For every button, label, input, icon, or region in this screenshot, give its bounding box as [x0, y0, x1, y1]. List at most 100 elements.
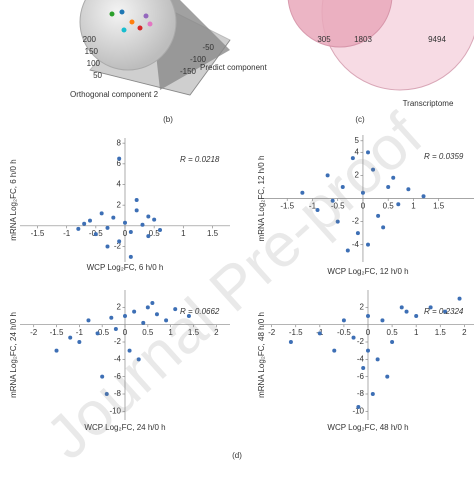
y-tick-label: -4 — [352, 240, 360, 249]
pca-dot — [109, 11, 115, 17]
point — [317, 331, 322, 336]
pca-axis — [189, 39, 231, 96]
point — [141, 320, 146, 325]
panel-label: (b) — [163, 115, 173, 124]
point — [404, 309, 409, 314]
x-axis-label: WCP Log₂FC, 6 h/0 h — [87, 263, 164, 272]
y-tick-label: 5 — [354, 136, 359, 145]
pca-tick-label: 200 — [83, 35, 97, 44]
point — [145, 305, 150, 310]
pca-dot — [147, 21, 153, 27]
x-tick-label: 0 — [361, 202, 366, 211]
point — [376, 213, 381, 218]
point — [315, 208, 320, 213]
point — [93, 232, 98, 237]
x-tick-label: -2 — [30, 328, 38, 337]
annotation: R = 0.0218 — [180, 155, 220, 164]
y-axis-label: mRNA Log₂FC, 6 h/0 h — [9, 159, 18, 240]
point — [386, 184, 391, 189]
point — [381, 225, 386, 230]
point — [105, 244, 110, 249]
point — [355, 231, 360, 236]
point — [113, 327, 118, 331]
pca-dot — [129, 19, 135, 25]
y-axis-label: mRNA Log₂FC, 24 h/0 h — [9, 312, 18, 398]
pca-dot — [121, 27, 127, 33]
x-tick-label: 0 — [123, 328, 128, 337]
point — [380, 318, 385, 323]
point — [134, 198, 139, 202]
x-axis-label: WCP Log₂FC, 48 h/0 h — [327, 423, 408, 432]
point — [325, 173, 330, 178]
y-tick-label: 2 — [354, 171, 359, 180]
point — [345, 248, 350, 253]
x-tick-label: -1.5 — [50, 328, 64, 337]
x-tick-label: 2 — [462, 328, 467, 337]
venn-count: 305 — [317, 35, 331, 44]
panel-label: (c) — [355, 115, 365, 124]
point — [457, 296, 462, 301]
point — [146, 234, 151, 239]
y-tick-label: -10 — [352, 406, 364, 415]
point — [335, 219, 340, 224]
x-tick-label: 0.5 — [383, 202, 395, 211]
point — [68, 335, 73, 340]
point — [300, 190, 305, 195]
point — [428, 305, 433, 310]
x-tick-label: -1 — [63, 229, 71, 238]
point — [356, 405, 361, 409]
point — [341, 318, 346, 323]
x-tick-label: 1.5 — [433, 202, 445, 211]
y-tick-label: 4 — [117, 180, 122, 189]
point — [370, 392, 375, 396]
annotation: R = 0.0662 — [180, 307, 220, 316]
x-tick-label: -0.5 — [331, 202, 345, 211]
x-tick-label: -2 — [268, 328, 276, 337]
point — [443, 309, 448, 314]
y-tick-label: -2 — [357, 337, 365, 346]
point — [421, 194, 426, 199]
annotation: R = 0.0359 — [424, 152, 464, 161]
x-axis-label: WCP Log₂FC, 12 h/0 h — [327, 267, 408, 276]
point — [150, 301, 155, 305]
point — [158, 227, 162, 232]
pca-3d: Orthogonal component 2 Predict component — [70, 0, 267, 99]
y-axis-label: mRNA Log₂FC, 48 h/0 h — [257, 312, 266, 398]
point — [366, 348, 370, 353]
x-axis-label: WCP Log₂FC, 24 h/0 h — [84, 423, 165, 432]
x-tick-label: -1.5 — [289, 328, 303, 337]
y-tick-label: -10 — [109, 406, 121, 415]
x-tick-label: 0 — [123, 229, 128, 238]
point — [375, 357, 380, 362]
point — [186, 314, 191, 318]
y-tick-label: 2 — [117, 200, 122, 209]
x-tick-label: 1.5 — [435, 328, 447, 337]
point — [128, 254, 133, 259]
y-tick-label: -2 — [114, 242, 122, 251]
point — [128, 230, 133, 235]
y-tick-label: -2 — [352, 217, 360, 226]
point — [82, 221, 87, 226]
y-tick-label: -4 — [357, 354, 365, 363]
point — [117, 156, 122, 161]
y-tick-label: -8 — [357, 389, 365, 398]
point — [104, 392, 109, 396]
y-tick-label: 4 — [354, 147, 359, 156]
pca-axis-label: Orthogonal component 2 — [70, 90, 159, 99]
pca-tick-label: 150 — [85, 47, 99, 56]
x-tick-label: 1.5 — [188, 328, 200, 337]
point — [360, 190, 365, 195]
x-tick-label: -0.5 — [337, 328, 351, 337]
x-tick-label: 1 — [411, 202, 416, 211]
pca-axis — [89, 69, 191, 96]
y-tick-label: -8 — [114, 389, 122, 398]
point — [140, 222, 145, 227]
point — [88, 218, 92, 223]
point — [399, 305, 404, 310]
point — [152, 217, 157, 222]
panel-label: (d) — [232, 451, 242, 460]
point — [391, 175, 396, 180]
point — [86, 318, 91, 323]
point — [54, 348, 59, 353]
y-tick-label: -6 — [357, 372, 365, 381]
